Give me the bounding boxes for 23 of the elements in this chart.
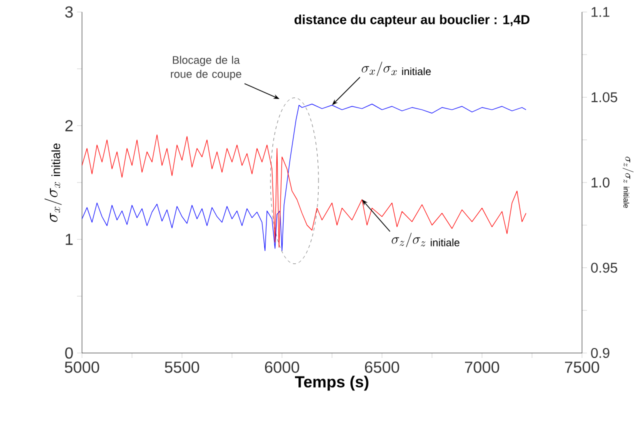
y2-tick-label: 1.1 — [592, 7, 610, 17]
x-tick-label: 6000 — [265, 362, 300, 373]
annotation: Blocage de la roue de coupe — [170, 56, 242, 80]
y-tick-label: 2 — [65, 120, 73, 132]
x-tick-label: 5500 — [164, 362, 200, 373]
y-tick-label: 0 — [65, 347, 73, 359]
y2-tick-label: 0.9 — [591, 348, 610, 358]
y-axis-title: $\sigma_{x} / \sigma_{x\ \mathrm{initiale}}$ — [44, 144, 62, 222]
chart-title: distance du capteur au bouclier : 1,4D — [294, 14, 530, 27]
series-label: $\sigma_{z} / \sigma_{z\ \mathrm{initiale}}$ — [392, 232, 460, 248]
y2-tick-label: 1.05 — [592, 92, 618, 102]
y-tick-label: 1 — [66, 234, 73, 245]
y2-tick-label: 1.0 — [592, 178, 610, 188]
y-tick-label: 3 — [65, 6, 73, 18]
x-tick-label: 7500 — [565, 362, 600, 373]
y2-tick-label: 0.95 — [591, 262, 618, 273]
x-tick-label: 6500 — [365, 362, 400, 373]
x-tick-label: 7000 — [465, 362, 500, 373]
x-axis-title: Temps (s) — [294, 376, 368, 391]
y2-axis-title: $\sigma_{z} / \sigma_{z\ \mathrm{initiale}}$ — [622, 156, 634, 208]
line-series — [82, 134, 526, 248]
text: $\sigma_{x} / \sigma_{x\ \mathrm{initiale}}$ — [362, 62, 431, 76]
x-tick-label: 5000 — [64, 362, 100, 373]
